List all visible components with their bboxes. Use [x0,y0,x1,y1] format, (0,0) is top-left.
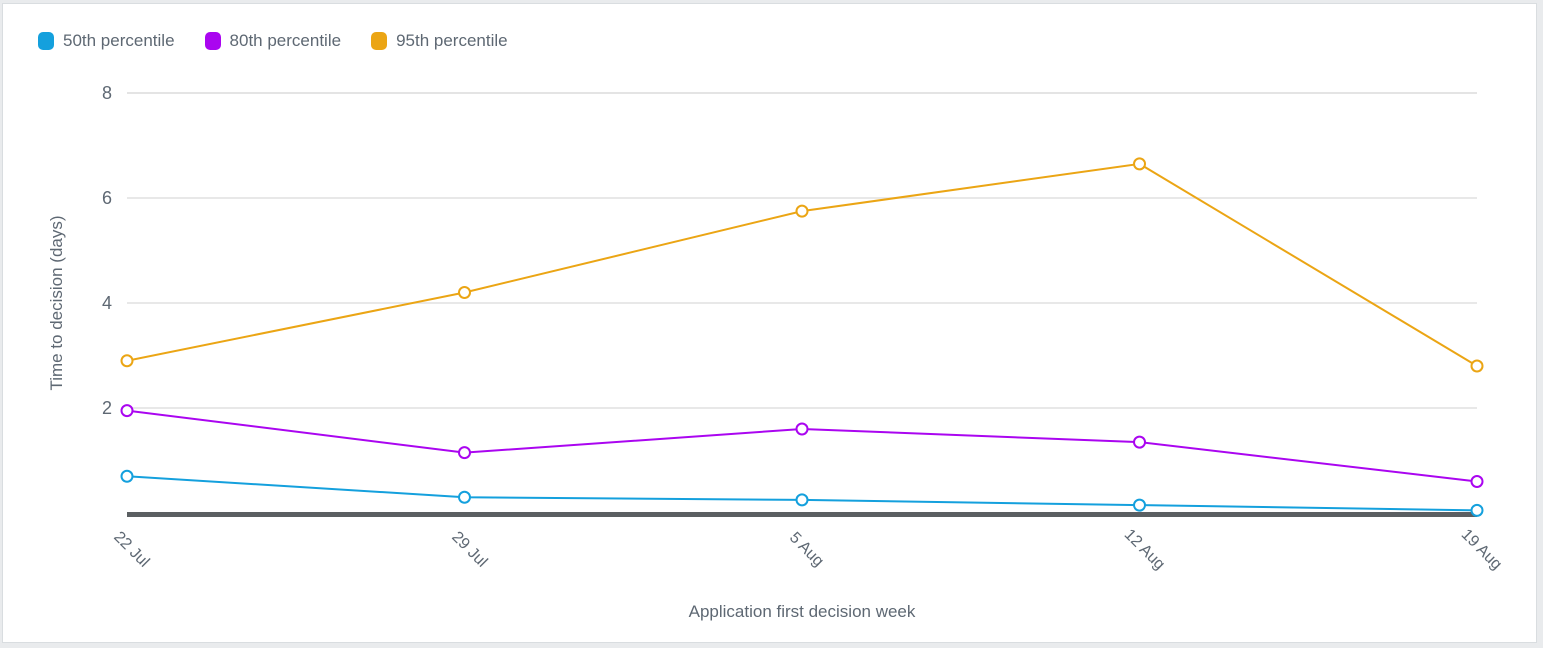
data-point-80th-percentile-12-aug [1133,435,1146,449]
legend-item-80th-percentile: 80th percentile [204,31,342,51]
data-point-95th-percentile-19-aug [1470,359,1484,373]
series-line-95th-percentile [126,162,1478,367]
data-point-95th-percentile-12-aug [1133,157,1146,171]
y-axis-title: Time to decision (days) [47,215,66,391]
series-line-80th-percentile [126,409,1478,483]
legend-label: 50th percentile [63,31,175,50]
x-axis-title: Application first decision week [688,602,916,621]
legend-swatch-icon [371,32,388,50]
legend-label: 80th percentile [229,31,342,50]
legend: 50th percentile 80th percentile 95th perce… [38,31,508,51]
data-point-80th-percentile-29-jul [458,446,471,460]
data-point-50th-percentile-5-aug [795,493,809,507]
legend-swatch-icon [38,32,54,50]
y-tick-label-2: 2 [101,398,112,418]
data-point-95th-percentile-22-jul [120,354,134,368]
data-point-50th-percentile-12-aug [1133,498,1146,512]
data-point-95th-percentile-29-jul [458,286,471,299]
legend-item-50th-percentile: 50th percentile [38,31,175,51]
data-point-95th-percentile-5-aug [795,204,809,218]
data-point-50th-percentile-19-aug [1470,503,1484,517]
legend-swatch-icon [204,32,221,50]
legend-label: 95th percentile [396,31,508,50]
data-point-50th-percentile-22-jul [120,469,134,483]
y-tick-label-6: 6 [101,188,112,208]
data-point-50th-percentile-29-jul [458,490,471,504]
y-tick-label-8: 8 [101,83,112,103]
card-background [2,3,1537,643]
data-point-80th-percentile-5-aug [795,422,809,436]
data-point-80th-percentile-22-jul [120,404,134,418]
legend-item-95th-percentile: 95th percentile [371,31,508,51]
y-tick-label-4: 4 [101,293,112,313]
data-point-80th-percentile-19-aug [1470,475,1484,488]
